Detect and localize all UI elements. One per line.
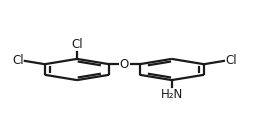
Text: Cl: Cl <box>71 38 83 51</box>
Text: O: O <box>120 58 129 71</box>
Text: Cl: Cl <box>12 54 24 67</box>
Text: Cl: Cl <box>225 54 237 67</box>
Text: H₂N: H₂N <box>161 88 183 101</box>
